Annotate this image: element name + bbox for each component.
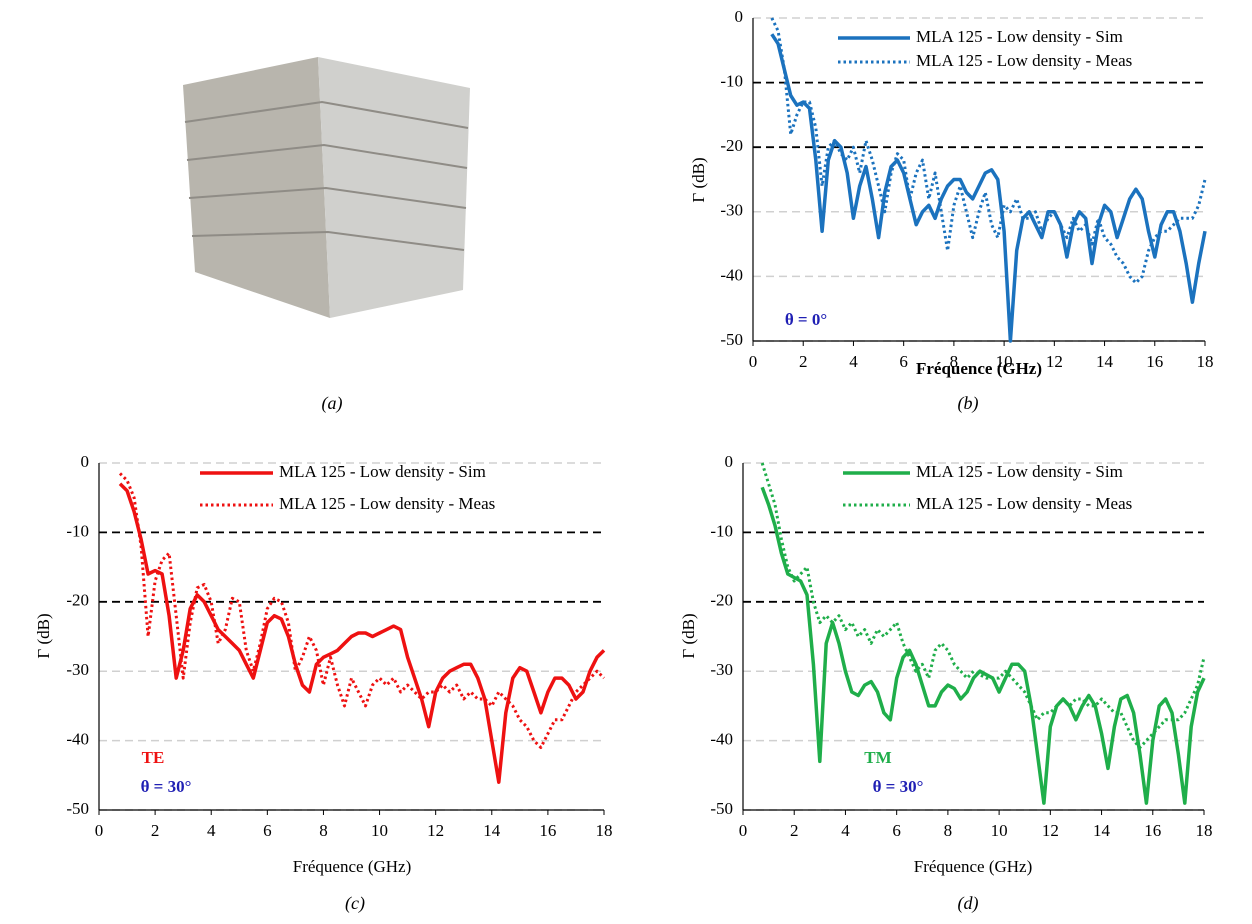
- foam-layers: [184, 100, 469, 251]
- x-tick-label: 2: [151, 821, 160, 840]
- legend-label: MLA 125 - Low density - Meas: [916, 494, 1132, 513]
- x-tick-label: 0: [95, 821, 104, 840]
- annotation: θ = 30°: [141, 777, 192, 796]
- y-axis-title: Γ (dB): [34, 613, 53, 658]
- x-axis-title: Fréquence (GHz): [293, 857, 411, 876]
- legend-label: MLA 125 - Low density - Sim: [279, 462, 486, 481]
- x-tick-label: 14: [1096, 352, 1114, 371]
- x-tick-label: 8: [319, 821, 328, 840]
- series-line: [760, 486, 1206, 805]
- y-tick-label: -10: [66, 521, 89, 540]
- foam-photo: [183, 57, 470, 318]
- x-tick-label: 10: [371, 821, 388, 840]
- x-tick-label: 12: [1046, 352, 1063, 371]
- x-axis-title: Fréquence (GHz): [916, 359, 1042, 378]
- y-tick-label: -40: [710, 730, 733, 749]
- y-tick-label: -10: [720, 72, 743, 91]
- x-tick-label: 6: [263, 821, 272, 840]
- series-line: [760, 462, 1206, 749]
- caption: (a): [322, 393, 343, 414]
- y-tick-label: -20: [720, 136, 743, 155]
- x-tick-label: 2: [790, 821, 799, 840]
- legend-label: MLA 125 - Low density - Sim: [916, 27, 1123, 46]
- x-tick-label: 14: [1093, 821, 1111, 840]
- caption: (c): [345, 893, 365, 914]
- series-line: [118, 472, 606, 749]
- y-axis-title: Γ (dB): [679, 613, 698, 658]
- x-tick-label: 8: [944, 821, 953, 840]
- y-tick-label: -40: [720, 265, 743, 284]
- x-tick-label: 10: [991, 821, 1008, 840]
- x-tick-label: 12: [1042, 821, 1059, 840]
- x-tick-label: 4: [207, 821, 216, 840]
- legend-label: MLA 125 - Low density - Meas: [279, 494, 495, 513]
- y-tick-label: -20: [66, 591, 89, 610]
- y-tick-label: -20: [710, 591, 733, 610]
- x-tick-label: 14: [483, 821, 501, 840]
- y-tick-label: -30: [66, 660, 89, 679]
- x-tick-label: 16: [539, 821, 556, 840]
- x-tick-label: 8: [950, 352, 959, 371]
- y-tick-label: 0: [725, 452, 734, 471]
- series-line: [118, 482, 606, 784]
- y-axis-title: Γ (dB): [689, 157, 708, 202]
- annotation: TE: [142, 748, 165, 767]
- caption: (b): [958, 393, 979, 414]
- x-tick-label: 16: [1144, 821, 1161, 840]
- x-tick-label: 18: [1197, 352, 1214, 371]
- legend-label: MLA 125 - Low density - Meas: [916, 51, 1132, 70]
- series-line: [770, 33, 1207, 343]
- x-tick-label: 0: [739, 821, 748, 840]
- legend-label: MLA 125 - Low density - Sim: [916, 462, 1123, 481]
- x-tick-label: 18: [596, 821, 613, 840]
- x-axis-title: Fréquence (GHz): [914, 857, 1032, 876]
- annotation: TM: [864, 748, 891, 767]
- y-tick-label: -50: [66, 799, 89, 818]
- y-tick-label: 0: [735, 7, 744, 26]
- foam-left-face: [183, 57, 330, 318]
- y-tick-label: -30: [710, 660, 733, 679]
- x-tick-label: 0: [749, 352, 758, 371]
- foam-right-face: [318, 57, 470, 318]
- y-tick-label: 0: [81, 452, 90, 471]
- caption: (d): [958, 893, 979, 914]
- x-tick-label: 6: [892, 821, 901, 840]
- annotation: θ = 0°: [785, 310, 827, 329]
- x-tick-label: 12: [427, 821, 444, 840]
- x-tick-label: 16: [1146, 352, 1163, 371]
- x-tick-label: 18: [1196, 821, 1213, 840]
- x-tick-label: 10: [996, 352, 1013, 371]
- y-tick-label: -10: [710, 521, 733, 540]
- x-tick-label: 4: [841, 821, 850, 840]
- y-tick-label: -30: [720, 201, 743, 220]
- y-tick-label: -50: [710, 799, 733, 818]
- x-tick-label: 6: [899, 352, 908, 371]
- annotation: θ = 30°: [873, 777, 924, 796]
- y-tick-label: -50: [720, 330, 743, 349]
- x-tick-label: 4: [849, 352, 858, 371]
- x-tick-label: 2: [799, 352, 808, 371]
- y-tick-label: -40: [66, 730, 89, 749]
